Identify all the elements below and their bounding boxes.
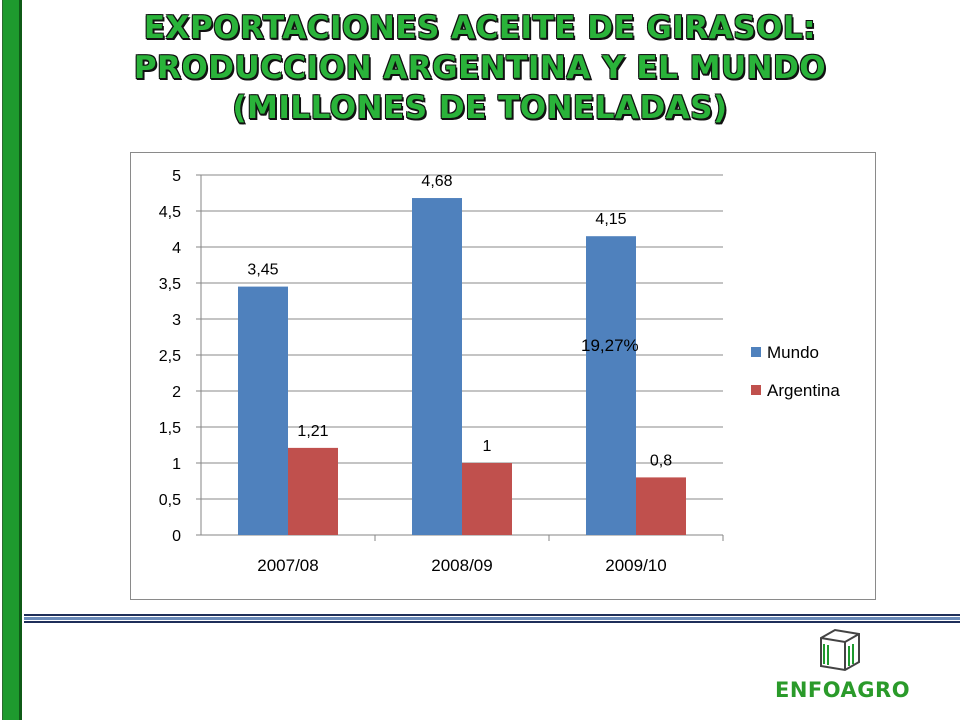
y-tick-label: 0,5 <box>159 492 181 509</box>
x-tick-labels: 2007/08 2008/09 2009/10 <box>257 556 666 575</box>
y-tick-label: 2,5 <box>159 348 181 365</box>
left-border <box>0 0 24 720</box>
y-tick-label: 4 <box>172 240 181 257</box>
bar-argentina <box>636 477 686 535</box>
data-labels: 3,45 1,21 4,68 1 4,15 0,8 <box>247 173 672 469</box>
x-tick-label: 2008/09 <box>431 556 492 575</box>
title-line-1: EXPORTACIONES ACEITE DE GIRASOL: <box>143 10 817 46</box>
y-tick-label: 3,5 <box>159 276 181 293</box>
footer-rule <box>24 614 960 624</box>
y-tick-label: 3 <box>172 312 181 329</box>
y-tick-label: 1 <box>172 456 181 473</box>
y-tick-label: 0 <box>172 528 181 545</box>
data-label: 4,15 <box>595 211 626 228</box>
data-label: 3,45 <box>247 262 278 279</box>
y-tick-label: 5 <box>172 168 181 185</box>
bar-mundo <box>412 198 462 535</box>
title-line-3: (MILLONES DE TONELADAS) <box>232 90 728 126</box>
bar-mundo <box>586 236 636 535</box>
chart-frame: 0 0,5 1 1,5 2 2,5 3 3,5 4 4,5 5 3,45 1,21 4,68 1 4,15 0… <box>130 152 876 600</box>
legend-swatch <box>751 347 761 357</box>
data-label: 1 <box>483 438 492 455</box>
data-label: 1,21 <box>297 423 328 440</box>
x-tick-label: 2007/08 <box>257 556 318 575</box>
title-line-2: PRODUCCION ARGENTINA Y EL MUNDO <box>133 50 827 86</box>
legend-swatch <box>751 385 761 395</box>
bar-argentina <box>288 447 338 535</box>
annotation-text: 19,27% <box>581 336 639 355</box>
legend-label: Mundo <box>767 343 819 362</box>
legend: Mundo Argentina <box>751 343 840 400</box>
page-title: EXPORTACIONES ACEITE DE GIRASOL: PRODUCC… <box>30 8 930 128</box>
y-tick-label: 1,5 <box>159 420 181 437</box>
bars <box>238 198 686 535</box>
bar-argentina <box>462 463 512 535</box>
box-icon <box>820 628 860 672</box>
logo-text: ENFOAGRO <box>775 678 911 702</box>
legend-label: Argentina <box>767 381 840 400</box>
y-tick-labels: 0 0,5 1 1,5 2 2,5 3 3,5 4 4,5 5 <box>159 168 181 545</box>
enfoagro-logo: ENFOAGRO <box>775 626 910 706</box>
bar-mundo <box>238 286 288 535</box>
y-tick-label: 4,5 <box>159 204 181 221</box>
x-tick-label: 2009/10 <box>605 556 666 575</box>
bar-chart: 0 0,5 1 1,5 2 2,5 3 3,5 4 4,5 5 3,45 1,21 4,68 1 4,15 0… <box>159 168 841 575</box>
y-tick-label: 2 <box>172 384 181 401</box>
data-label: 0,8 <box>650 452 672 469</box>
data-label: 4,68 <box>421 173 452 190</box>
